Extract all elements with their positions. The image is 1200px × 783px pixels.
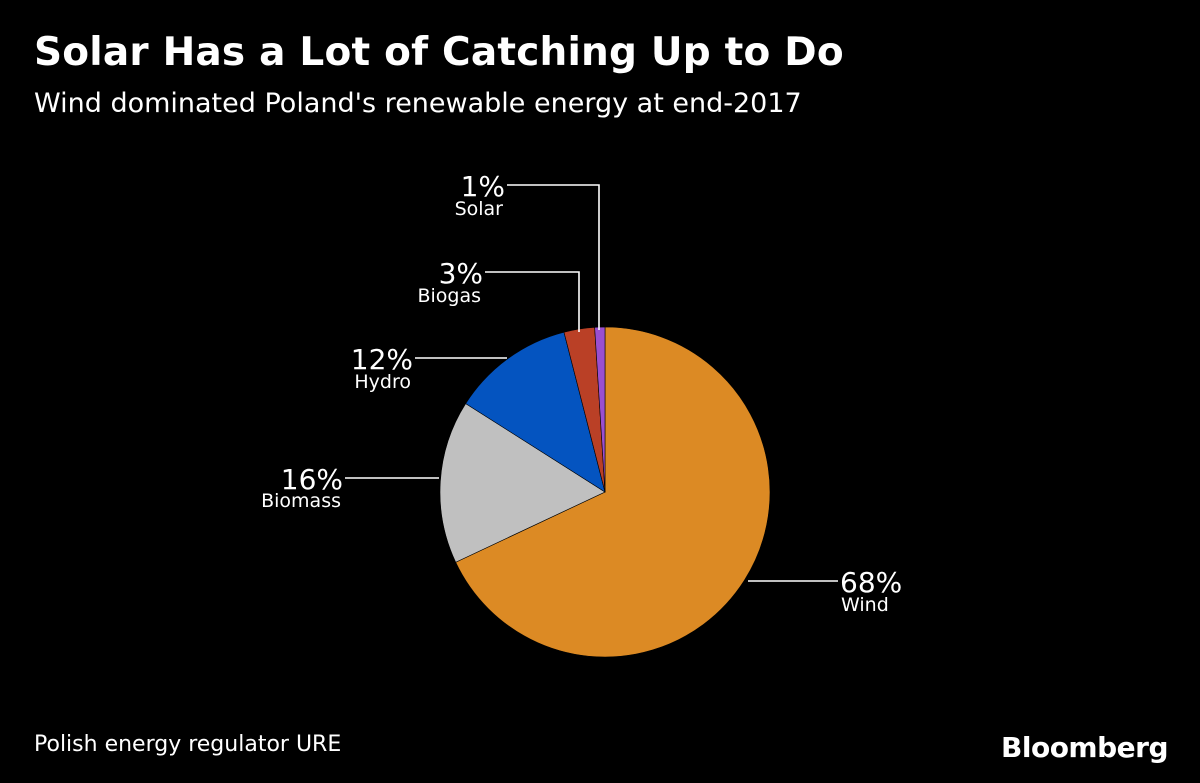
category-label-solar: Solar [455, 198, 504, 220]
data-label-biogas: 3% [439, 257, 483, 290]
data-label-biomass: 16% [281, 463, 343, 496]
pie-slice-wind [455, 326, 771, 658]
pie-slice-hydro [465, 331, 606, 493]
data-label-wind: 68% [840, 566, 902, 599]
category-label-wind: Wind [841, 594, 889, 616]
pie-slice-biomass [439, 403, 606, 563]
category-label-biogas: Biogas [417, 285, 481, 307]
pie-slices [439, 326, 771, 658]
category-label-hydro: Hydro [354, 371, 411, 393]
chart-title: Solar Has a Lot of Catching Up to Do [34, 30, 844, 75]
bloomberg-logo: Bloomberg [1001, 731, 1168, 764]
category-label-biomass: Biomass [261, 490, 341, 512]
chart-subtitle: Wind dominated Poland's renewable energy… [34, 88, 802, 119]
pie-leader-lines [345, 184, 838, 582]
pie-slice-solar [594, 326, 606, 493]
leader-line-solar [507, 184, 600, 330]
source-note: Polish energy regulator URE [34, 732, 342, 757]
pie-labels: 68%Wind 16%Biomass 12%Hydro 3%Biogas 1%Solar [261, 170, 902, 616]
leader-line-biogas [485, 271, 580, 332]
data-label-solar: 1% [461, 170, 505, 203]
data-label-hydro: 12% [351, 343, 413, 376]
